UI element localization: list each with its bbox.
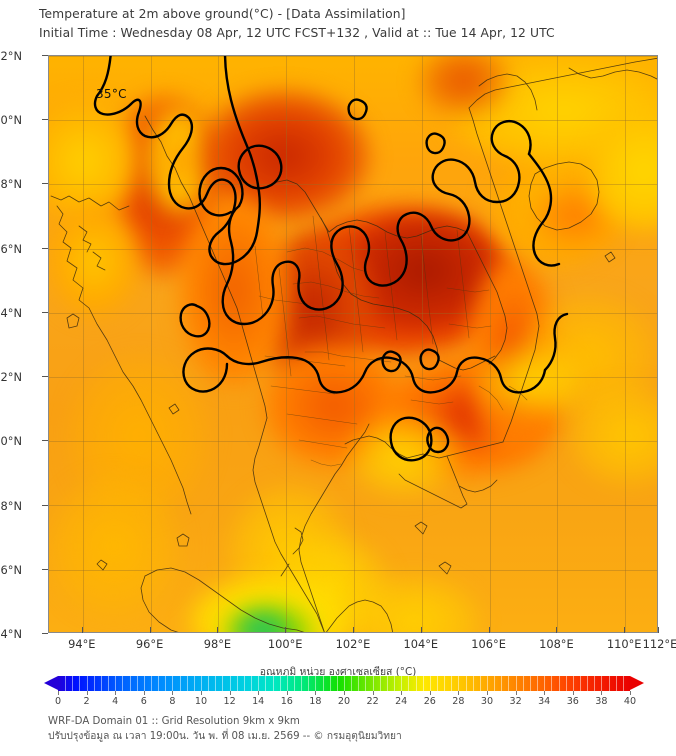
x-axis-label: 104°E — [403, 637, 439, 651]
x-axis-label: 102°E — [335, 637, 371, 651]
x-axis-label: 110°E — [606, 637, 642, 651]
x-axis-label: 96°E — [135, 637, 164, 651]
colorbar-tick — [58, 691, 59, 695]
x-axis-label: 108°E — [539, 637, 574, 651]
colorbar-tick — [401, 691, 403, 695]
y-axis-label: 16°N — [0, 242, 22, 256]
colorbar-tick-label: 36 — [566, 696, 579, 707]
y-axis-label: 14°N — [0, 306, 22, 320]
footer-model-info: WRF-DA Domain 01 :: Grid Resolution 9km … — [48, 716, 300, 727]
colorbar-tick — [515, 691, 517, 695]
colorbar-tick-label: 10 — [194, 696, 208, 707]
colorbar-tick — [630, 691, 631, 695]
colorbar-tick-label: 34 — [538, 696, 551, 707]
chart-title-block: Temperature at 2m above ground(°C) - [Da… — [39, 5, 659, 43]
colorbar-tick-label: 0 — [54, 696, 62, 707]
colorbar-tick-label: 32 — [509, 696, 522, 707]
colorbar-tick-label: 40 — [623, 696, 637, 707]
colorbar-tick — [315, 691, 317, 695]
colorbar-tick — [601, 691, 603, 695]
x-axis-label: 100°E — [267, 637, 303, 651]
colorbar-tick — [429, 691, 431, 695]
colorbar-tick — [344, 691, 345, 695]
colorbar-tick-label: 16 — [280, 696, 293, 707]
footer: WRF-DA Domain 01 :: Grid Resolution 9km … — [48, 714, 402, 744]
colorbar-tick — [258, 691, 260, 695]
colorbar-min-arrow — [44, 676, 58, 690]
y-axis-label: 22°N — [0, 49, 22, 63]
footer-credit: ปรับปรุงข้อมูล ณ เวลา 19:00น. วัน พ. ที่… — [48, 731, 402, 742]
y-axis-label: 12°N — [0, 370, 22, 384]
colorbar-tick — [487, 691, 488, 695]
colorbar-segments — [58, 676, 630, 691]
colorbar-tick — [143, 691, 145, 695]
x-axis-label: 94°E — [68, 637, 96, 651]
colorbar-tick — [458, 691, 460, 695]
colorbar-tick — [372, 691, 374, 695]
colorbar-max-arrow — [630, 676, 644, 690]
temperature-contour-35c — [93, 56, 569, 462]
colorbar-tick-label: 28 — [452, 696, 465, 707]
map-canvas: 35°C — [49, 56, 657, 632]
colorbar-tick-label: 22 — [366, 696, 379, 707]
y-axis-label: 6°N — [0, 563, 22, 577]
page-title: Temperature at 2m above ground(°C) - [Da… — [39, 7, 406, 21]
colorbar-tick-label: 24 — [395, 696, 408, 707]
page-subtitle: Initial Time : Wednesday 08 Apr, 12 UTC … — [39, 26, 555, 40]
x-axis-label: 98°E — [203, 637, 232, 651]
y-axis-label: 8°N — [0, 499, 22, 513]
y-axis-label: 20°N — [0, 113, 22, 127]
colorbar-tick-label: 4 — [112, 696, 119, 707]
colorbar-tick-label: 38 — [595, 696, 608, 707]
colorbar-tick — [544, 691, 546, 695]
x-axis-label: 106°E — [471, 637, 506, 651]
colorbar-tick-label: 12 — [223, 696, 236, 707]
colorbar-tick — [201, 691, 202, 695]
y-axis-label: 18°N — [0, 177, 22, 191]
colorbar-tick-label: 30 — [480, 696, 494, 707]
x-axis-label: 112°E — [642, 637, 676, 651]
y-axis-label: 10°N — [0, 434, 22, 448]
colorbar-tick — [572, 691, 574, 695]
colorbar-tick-label: 6 — [140, 696, 147, 707]
contour-label-35c: 35°C — [96, 87, 127, 101]
coastline-borders-overlay — [50, 57, 657, 632]
colorbar-tick-label: 8 — [169, 696, 176, 707]
colorbar-tick-label: 2 — [83, 696, 90, 707]
colorbar-tick-label: 26 — [423, 696, 436, 707]
colorbar-tick — [172, 691, 174, 695]
map-gridlines — [49, 56, 657, 632]
temperature-map[interactable]: 35°C — [48, 55, 658, 633]
colorbar-tick — [229, 691, 231, 695]
colorbar-tick-label: 14 — [252, 696, 265, 707]
colorbar-tick — [286, 691, 288, 695]
colorbar-title: อุณหภูมิ หน่วย องศาเซลเซียส (°C) — [259, 666, 417, 678]
y-axis-label: 4°N — [0, 627, 22, 641]
colorbar-tick-label: 18 — [309, 696, 322, 707]
colorbar-tick — [115, 691, 117, 695]
colorbar-tick — [86, 691, 88, 695]
colorbar-tick-label: 20 — [337, 696, 351, 707]
colorbar: 0 2 4 6 8 10 12 14 16 18 20 22 24 26 28 30 32 34 36 38 40 — [44, 676, 644, 707]
